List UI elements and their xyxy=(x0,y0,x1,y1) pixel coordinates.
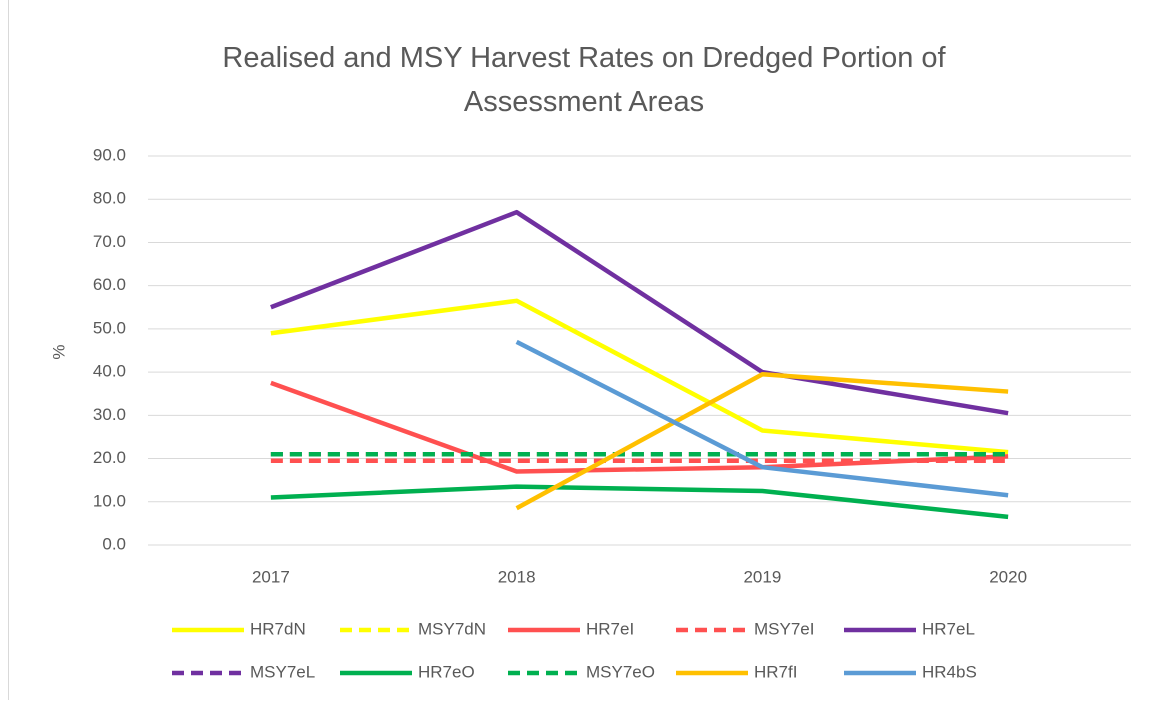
y-axis-label: % xyxy=(49,344,68,359)
y-tick-label: 20.0 xyxy=(93,448,126,467)
series-line xyxy=(515,372,1009,511)
y-tick-label: 50.0 xyxy=(93,318,126,337)
legend-label: HR7fI xyxy=(754,662,797,681)
legend-label: MSY7eO xyxy=(586,662,655,681)
x-tick-label: 2020 xyxy=(989,567,1027,586)
series-line xyxy=(270,298,1009,455)
legend-label: HR7eI xyxy=(586,619,634,638)
legend-label: MSY7eL xyxy=(250,662,315,681)
legend-label: MSY7dN xyxy=(418,619,486,638)
legend-label: HR7eL xyxy=(922,619,975,638)
legend-label: HR7dN xyxy=(250,619,306,638)
y-tick-label: 90.0 xyxy=(93,145,126,164)
series-line xyxy=(515,339,1009,498)
y-tick-label: 70.0 xyxy=(93,232,126,251)
legend-label: HR7eO xyxy=(418,662,475,681)
y-tick-label: 10.0 xyxy=(93,491,126,510)
chart-title: Realised and MSY Harvest Rates on Dredge… xyxy=(222,42,946,118)
y-tick-label: 0.0 xyxy=(102,534,126,553)
y-tick-label: 80.0 xyxy=(93,189,126,208)
x-tick-label: 2017 xyxy=(252,567,290,586)
y-tick-label: 40.0 xyxy=(93,362,126,381)
legend-label: HR4bS xyxy=(922,662,977,681)
chart-frame xyxy=(8,0,1147,700)
x-tick-label: 2018 xyxy=(498,567,536,586)
series-line xyxy=(270,484,1009,520)
legend-label: MSY7eI xyxy=(754,619,814,638)
y-tick-label: 30.0 xyxy=(93,405,126,424)
y-tick-label: 60.0 xyxy=(93,275,126,294)
x-tick-label: 2019 xyxy=(743,567,781,586)
series-line xyxy=(270,209,1009,416)
